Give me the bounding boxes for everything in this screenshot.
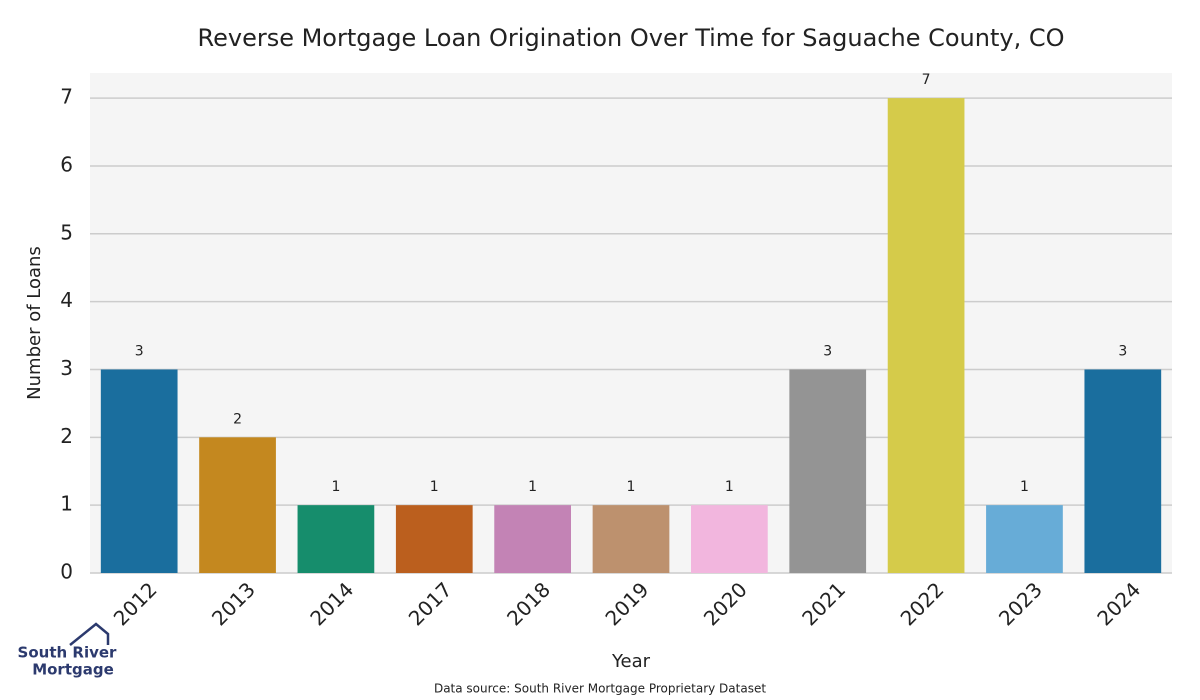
- bar: [199, 437, 276, 573]
- x-tick-label: 2019: [600, 577, 653, 630]
- value-label: 3: [823, 343, 832, 359]
- logo: South River Mortgage: [18, 622, 118, 679]
- logo-house: [69, 622, 110, 646]
- y-axis-label: Number of Loans: [24, 246, 45, 400]
- y-tick-label: 7: [60, 85, 73, 109]
- bar: [691, 505, 768, 573]
- value-label: 1: [627, 479, 636, 495]
- bar: [986, 505, 1063, 573]
- x-axis-label: Year: [611, 651, 651, 672]
- logo-text: South River: [18, 644, 118, 662]
- y-tick-label: 4: [60, 288, 73, 312]
- logo-text: Mortgage: [32, 661, 114, 679]
- value-label: 7: [922, 72, 931, 88]
- x-tick-label: 2022: [896, 577, 949, 630]
- bar: [494, 505, 571, 573]
- bar: [789, 369, 867, 573]
- bar: [887, 98, 965, 574]
- x-tick-label: 2023: [994, 577, 1047, 630]
- y-tick-label: 6: [60, 152, 73, 176]
- value-label: 3: [1118, 343, 1127, 359]
- y-tick-label: 3: [60, 356, 73, 380]
- value-label: 1: [1020, 479, 1029, 495]
- bar: [395, 505, 473, 573]
- value-label: 1: [331, 479, 340, 495]
- bar: [297, 505, 375, 573]
- value-label: 1: [528, 479, 537, 495]
- value-label: 3: [135, 343, 144, 359]
- source-note: Data source: South River Mortgage Propri…: [434, 682, 766, 696]
- y-tick-label: 1: [60, 492, 73, 516]
- bar: [100, 369, 178, 573]
- x-tick-label: 2024: [1092, 577, 1145, 630]
- x-tick-label: 2020: [699, 577, 752, 630]
- x-tick-label: 2012: [109, 577, 162, 630]
- x-tick-label: 2017: [404, 577, 457, 630]
- bar: [592, 505, 670, 573]
- y-tick-label: 0: [60, 560, 73, 584]
- value-label: 2: [233, 411, 242, 427]
- chart-title: Reverse Mortgage Loan Origination Over T…: [198, 24, 1065, 52]
- y-tick-label: 5: [60, 220, 73, 244]
- value-label: 1: [725, 479, 734, 495]
- y-tick-label: 2: [60, 424, 73, 448]
- bar: [1084, 369, 1162, 573]
- x-tick-label: 2018: [502, 577, 555, 630]
- value-label: 1: [430, 479, 439, 495]
- x-tick-label: 2021: [797, 577, 850, 630]
- x-tick-label: 2013: [207, 577, 260, 630]
- x-tick-label: 2014: [305, 577, 358, 630]
